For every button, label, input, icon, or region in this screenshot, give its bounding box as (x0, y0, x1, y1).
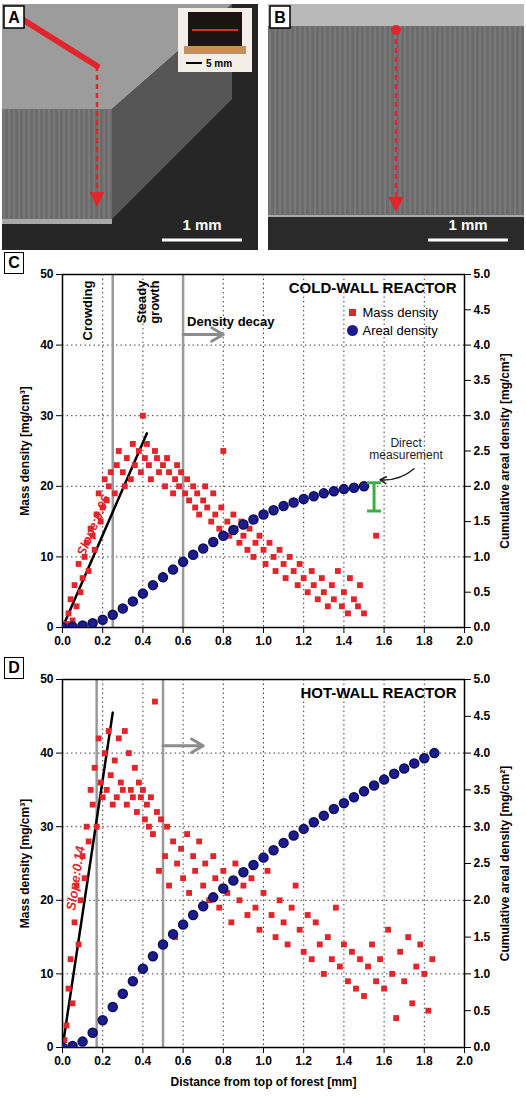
svg-text:3.0: 3.0 (474, 820, 491, 834)
svg-text:2.5: 2.5 (474, 444, 491, 458)
svg-text:COLD-WALL REACTOR: COLD-WALL REACTOR (289, 279, 457, 296)
svg-text:2.0: 2.0 (474, 479, 491, 493)
svg-text:1.5: 1.5 (474, 930, 491, 944)
svg-text:1.6: 1.6 (376, 1054, 393, 1068)
svg-text:1.2: 1.2 (295, 1054, 312, 1068)
svg-text:1.2: 1.2 (295, 634, 312, 648)
svg-text:Mass density [mg/cm³]: Mass density [mg/cm³] (18, 386, 32, 515)
svg-text:1.5: 1.5 (474, 514, 491, 528)
svg-text:5 mm: 5 mm (206, 58, 232, 69)
svg-text:2.0: 2.0 (456, 634, 473, 648)
svg-text:1.4: 1.4 (336, 634, 353, 648)
svg-text:1.0: 1.0 (255, 634, 272, 648)
svg-text:0.0: 0.0 (54, 1054, 71, 1068)
svg-text:0.5: 0.5 (474, 585, 491, 599)
html-text:C: C (8, 254, 20, 271)
svg-text:Slope:0.06: Slope:0.06 (74, 492, 114, 558)
svg-text:20: 20 (40, 479, 54, 493)
svg-text:0.8: 0.8 (215, 634, 232, 648)
svg-text:0.8: 0.8 (215, 1054, 232, 1068)
svg-text:10: 10 (40, 550, 54, 564)
svg-text:4.5: 4.5 (474, 709, 491, 723)
svg-text:1.8: 1.8 (416, 634, 433, 648)
svg-text:1.8: 1.8 (416, 1054, 433, 1068)
svg-text:1.0: 1.0 (255, 1054, 272, 1068)
svg-text:Crowding: Crowding (80, 280, 95, 340)
svg-text:A: A (8, 9, 20, 26)
svg-text:0.4: 0.4 (135, 1054, 152, 1068)
svg-text:Mass density: Mass density (363, 305, 439, 320)
svg-text:20: 20 (40, 893, 54, 907)
svg-text:4.5: 4.5 (474, 303, 491, 317)
svg-text:2.0: 2.0 (456, 1054, 473, 1068)
svg-text:3.5: 3.5 (474, 783, 491, 797)
svg-text:0.6: 0.6 (175, 634, 192, 648)
svg-text:50: 50 (40, 672, 54, 686)
svg-text:1.4: 1.4 (336, 1054, 353, 1068)
svg-text:Steadygrowth: Steadygrowth (134, 280, 162, 324)
svg-text:0.4: 0.4 (135, 634, 152, 648)
svg-text:Cumulative areal density [mg/c: Cumulative areal density [mg/cm²] (498, 766, 512, 961)
svg-text:3.5: 3.5 (474, 373, 491, 387)
svg-text:4.0: 4.0 (474, 338, 491, 352)
svg-text:Slope:0.14: Slope:0.14 (63, 844, 88, 911)
svg-text:1 mm: 1 mm (448, 216, 487, 233)
svg-text:0.2: 0.2 (94, 634, 111, 648)
svg-text:30: 30 (40, 409, 54, 423)
svg-text:0: 0 (47, 620, 54, 634)
svg-text:0.2: 0.2 (94, 1054, 111, 1068)
svg-text:30: 30 (40, 820, 54, 834)
svg-text:5.0: 5.0 (474, 672, 491, 686)
svg-text:Density decay: Density decay (187, 314, 275, 329)
svg-text:HOT-WALL REACTOR: HOT-WALL REACTOR (300, 684, 456, 701)
svg-text:Mass density [mg/cm³]: Mass density [mg/cm³] (18, 799, 32, 928)
svg-text:1.6: 1.6 (376, 634, 393, 648)
svg-text:Distance from top of forest [m: Distance from top of forest [mm] (170, 1075, 356, 1089)
svg-text:50: 50 (40, 267, 54, 281)
svg-text:Cumulative areal density [mg/c: Cumulative areal density [mg/cm²] (498, 353, 512, 548)
svg-text:10: 10 (40, 967, 54, 981)
svg-text:0.0: 0.0 (474, 620, 491, 634)
svg-text:3.0: 3.0 (474, 409, 491, 423)
svg-text:0.0: 0.0 (474, 1040, 491, 1054)
svg-text:1 mm: 1 mm (182, 216, 221, 233)
svg-text:Areal density: Areal density (363, 323, 439, 338)
html-text:D: D (8, 659, 20, 676)
svg-text:1.0: 1.0 (474, 967, 491, 981)
svg-text:5.0: 5.0 (474, 267, 491, 281)
svg-text:0: 0 (47, 1040, 54, 1054)
svg-text:2.5: 2.5 (474, 856, 491, 870)
svg-text:0.5: 0.5 (474, 1004, 491, 1018)
svg-text:40: 40 (40, 746, 54, 760)
svg-text:4.0: 4.0 (474, 746, 491, 760)
svg-text:40: 40 (40, 338, 54, 352)
svg-text:1.0: 1.0 (474, 550, 491, 564)
svg-text:2.0: 2.0 (474, 893, 491, 907)
svg-text:0.6: 0.6 (175, 1054, 192, 1068)
svg-text:0.0: 0.0 (54, 634, 71, 648)
svg-text:Directmeasurement: Directmeasurement (369, 436, 443, 462)
svg-text:B: B (274, 9, 286, 26)
